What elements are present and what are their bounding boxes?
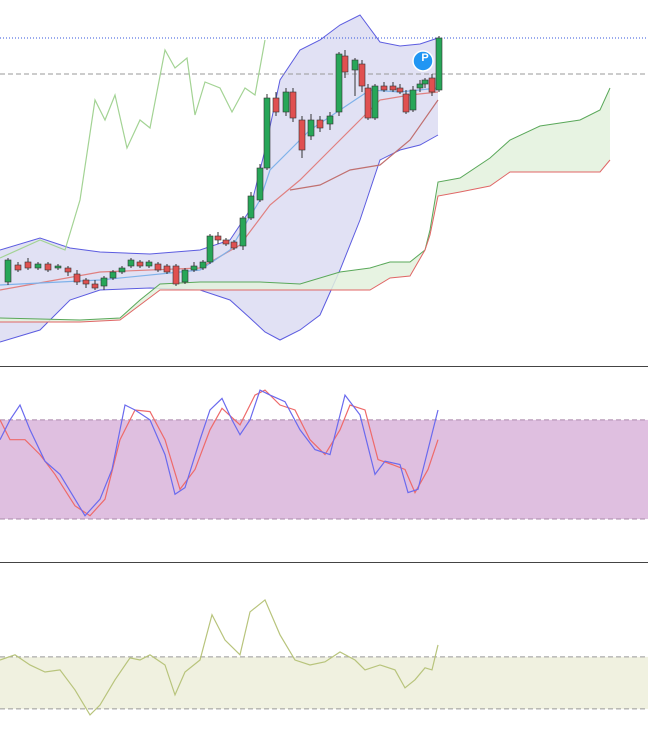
level-band bbox=[0, 419, 648, 520]
band-upper bbox=[0, 87, 611, 321]
candle-body bbox=[307, 119, 315, 137]
candle-body bbox=[190, 265, 198, 271]
candle-body bbox=[206, 235, 214, 263]
candle-body bbox=[172, 265, 180, 285]
band-lower bbox=[0, 159, 611, 323]
candle-body bbox=[118, 267, 126, 273]
candle-body bbox=[435, 37, 443, 91]
marker-label: P bbox=[421, 52, 428, 64]
candle-body bbox=[73, 273, 81, 283]
level-band bbox=[0, 656, 648, 709]
candle-body bbox=[4, 259, 12, 283]
indicator-line bbox=[0, 389, 439, 517]
marker-badge bbox=[412, 50, 434, 72]
candle-body bbox=[247, 195, 255, 219]
candle-body bbox=[136, 261, 144, 267]
candle-body bbox=[428, 77, 436, 93]
candle-body bbox=[335, 53, 343, 113]
indicator-line bbox=[0, 39, 266, 259]
candle-body bbox=[358, 63, 366, 87]
candle-body bbox=[239, 217, 247, 247]
candle-body bbox=[34, 263, 42, 269]
candle-body bbox=[154, 263, 162, 271]
candle-body bbox=[181, 269, 189, 283]
candle-body bbox=[371, 85, 379, 119]
band-upper bbox=[0, 14, 439, 255]
candle-body bbox=[64, 267, 72, 273]
band-fill bbox=[0, 15, 438, 342]
candle-body bbox=[272, 97, 280, 113]
candle-body bbox=[402, 93, 410, 113]
candle-body bbox=[341, 55, 349, 73]
indicator-line bbox=[289, 99, 439, 191]
candle-body bbox=[230, 241, 238, 249]
candle-body bbox=[145, 261, 153, 267]
candle-body bbox=[214, 235, 222, 241]
candle-body bbox=[263, 97, 271, 169]
candle-body bbox=[396, 87, 404, 93]
position-marker: P bbox=[412, 50, 434, 72]
candle-body bbox=[421, 79, 429, 85]
candle-body bbox=[409, 89, 417, 111]
candle-body bbox=[100, 277, 108, 287]
candle-body bbox=[351, 59, 359, 71]
candle-body bbox=[109, 271, 117, 279]
candle-body bbox=[14, 264, 22, 271]
candle-body bbox=[82, 279, 90, 285]
candle-body bbox=[326, 115, 334, 125]
candle-body bbox=[44, 263, 52, 271]
candle-body bbox=[364, 87, 372, 119]
candle-body bbox=[199, 261, 207, 269]
candle-body bbox=[389, 85, 397, 91]
candle-body bbox=[282, 91, 290, 113]
candle-body bbox=[54, 265, 62, 269]
candle-body bbox=[289, 91, 297, 119]
band-lower bbox=[0, 134, 439, 343]
candle-body bbox=[298, 119, 306, 151]
candle-body bbox=[127, 259, 135, 267]
candle-body bbox=[380, 85, 388, 91]
candle-body bbox=[24, 261, 32, 269]
candle-body bbox=[222, 239, 230, 245]
plot-layer bbox=[0, 14, 648, 716]
candle-body bbox=[256, 167, 264, 201]
candle-body bbox=[163, 265, 171, 273]
candle-body bbox=[416, 83, 424, 89]
candle-body bbox=[316, 119, 324, 129]
candle-body bbox=[91, 283, 99, 289]
indicator-line bbox=[0, 598, 439, 716]
